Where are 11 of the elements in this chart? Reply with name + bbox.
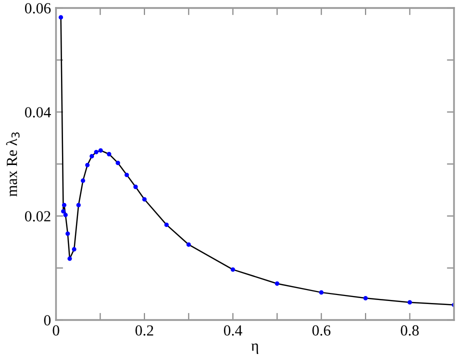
y-tick-label: 0: [44, 315, 51, 326]
y-tick-label: 0.04: [24, 107, 51, 118]
y-axis-title: max Re λ$_{3}$: [6, 132, 20, 197]
x-tick-label: 0.2: [135, 325, 154, 336]
x-tick-label: 0.6: [312, 325, 330, 336]
x-tick-label: 0.4: [224, 325, 242, 336]
x-axis-title: η: [251, 344, 258, 354]
x-tick-label: 0.8: [400, 325, 419, 336]
y-tick-label: 0.06: [24, 3, 51, 14]
x-tick-label: 0: [52, 325, 60, 336]
y-tick-label: 0.02: [24, 211, 50, 222]
